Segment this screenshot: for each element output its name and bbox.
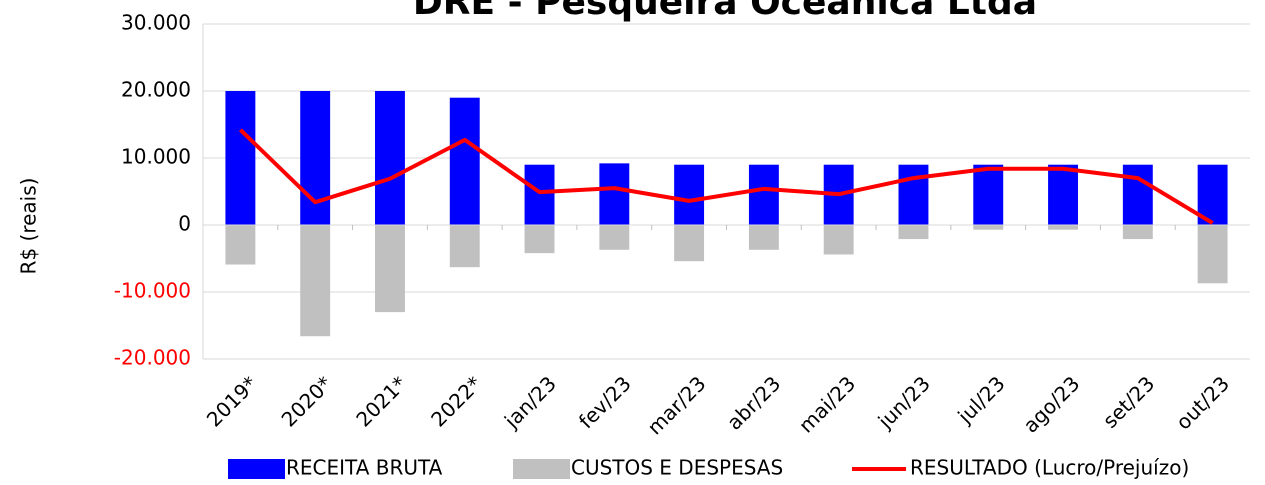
x-tick-label: out/23: [1171, 371, 1234, 434]
bar: [375, 225, 405, 313]
bar: [225, 91, 256, 225]
y-tick-label: 30.000: [121, 11, 191, 35]
bar: [1048, 164, 1078, 225]
bar: [300, 225, 331, 337]
bar: [599, 225, 630, 250]
y-tick-label: -10.000: [114, 279, 191, 303]
y-tick-label: -20.000: [114, 346, 191, 370]
chart-title: DRE - Pesqueira Oceânica Ltda: [413, 0, 1037, 23]
y-tick-label: 0: [178, 212, 191, 236]
bar: [300, 91, 331, 225]
x-tick-label: 2022*: [426, 371, 486, 431]
bar: [1048, 225, 1078, 230]
bar: [973, 225, 1004, 230]
bar: [674, 225, 705, 262]
bar: [898, 225, 929, 240]
legend-label: RECEITA BRUTA: [286, 456, 443, 480]
bar: [599, 163, 630, 225]
x-tick-label: jul/23: [952, 371, 1009, 428]
x-tick-label: jun/23: [873, 371, 935, 433]
x-tick-label: abr/23: [722, 371, 785, 434]
bar: [225, 225, 256, 265]
bar: [449, 97, 480, 225]
bar: [1122, 164, 1153, 225]
bar: [748, 164, 779, 225]
legend-label: RESULTADO (Lucro/Prejuízo): [910, 456, 1189, 480]
x-tick-label: mai/23: [794, 371, 860, 437]
legend-label: CUSTOS E DESPESAS: [571, 456, 783, 480]
x-tick-label: fev/23: [574, 371, 636, 433]
x-tick-label: jan/23: [499, 371, 561, 433]
x-tick-label: 2019*: [202, 371, 262, 431]
x-tick-label: ago/23: [1018, 371, 1084, 437]
x-tick-label: 2021*: [351, 371, 411, 431]
bar: [1122, 225, 1153, 240]
x-tick-label: mar/23: [643, 371, 711, 439]
bar: [973, 164, 1004, 225]
bar: [524, 225, 555, 254]
legend-swatch: [513, 459, 570, 479]
y-axis-title: R$ (reais): [17, 178, 41, 275]
bar: [375, 91, 405, 225]
bar: [524, 164, 555, 225]
x-tick-label: set/23: [1098, 371, 1159, 432]
legend-swatch: [228, 459, 285, 479]
bar: [1197, 225, 1228, 284]
bar: [449, 225, 480, 268]
bar: [674, 164, 705, 225]
x-tick-label: 2020*: [277, 371, 337, 431]
y-tick-label: 20.000: [121, 78, 191, 102]
line: [239, 128, 1214, 225]
bar: [823, 225, 854, 255]
bar: [898, 164, 929, 225]
y-tick-label: 10.000: [121, 145, 191, 169]
bar: [748, 225, 779, 250]
